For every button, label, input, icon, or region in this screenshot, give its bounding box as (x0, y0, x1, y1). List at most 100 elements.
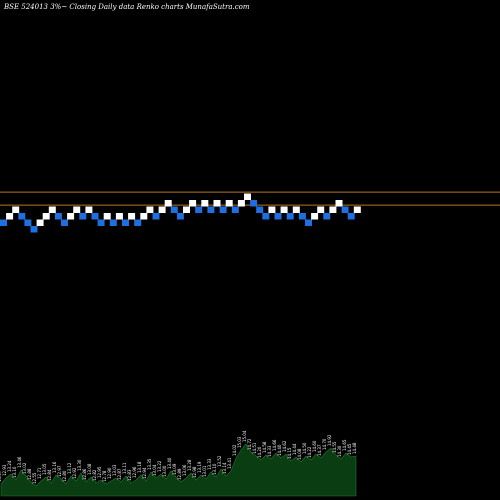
renko-brick-up (42, 213, 50, 220)
renko-brick-down (274, 213, 282, 220)
renko-brick-down (109, 219, 117, 226)
volume-label: 12.87 (117, 468, 122, 480)
volume-label: 14.51 (252, 442, 257, 454)
volume-label: 14.08 (297, 448, 302, 460)
renko-brick-down (134, 219, 142, 226)
volume-label: 12.71 (37, 467, 42, 479)
volume-label: 14.37 (317, 444, 322, 456)
volume-label: 13.09 (172, 463, 177, 475)
volume-label: 14.72 (247, 438, 252, 450)
renko-brick-down (79, 213, 87, 220)
renko-brick-up (213, 200, 221, 207)
volume-label: 13.24 (7, 460, 12, 472)
volume-label: 13.04 (152, 464, 157, 476)
volume-label: 13.01 (202, 465, 207, 477)
volume-label: 12.92 (72, 467, 77, 479)
renko-brick-up (48, 206, 56, 213)
volume-label: 12.78 (102, 470, 107, 482)
volume-label: 12.88 (27, 468, 32, 480)
renko-brick-up (158, 206, 166, 213)
renko-brick-up (164, 200, 172, 207)
renko-brick-up (36, 219, 44, 226)
volume-label: 12.80 (62, 470, 67, 482)
renko-brick-up (353, 206, 361, 213)
renko-brick-up (329, 206, 337, 213)
renko-brick-down (231, 206, 239, 213)
renko-brick-up (292, 206, 300, 213)
renko-brick-down (341, 206, 349, 213)
volume-label: 13.28 (187, 459, 192, 471)
renko-brick-down (347, 213, 355, 220)
volume-label: 12.90 (107, 467, 112, 479)
volume-label: 13.40 (167, 457, 172, 469)
renko-brick-down (97, 219, 105, 226)
renko-brick-down (219, 206, 227, 213)
volume-label: 14.62 (282, 440, 287, 452)
volume-label: 13.00 (162, 465, 167, 477)
renko-brick-down (305, 219, 312, 226)
volume-label: 13.14 (222, 462, 227, 474)
reference-lines (0, 191, 500, 206)
volume-label: 12.55 (32, 472, 37, 484)
renko-brick-down (152, 213, 160, 220)
renko-brick-down (24, 219, 32, 226)
renko-brick-up (140, 213, 148, 220)
volume-label: 12.95 (97, 466, 102, 478)
renko-brick-down (30, 226, 38, 233)
renko-brick-up (115, 213, 123, 220)
renko-brick-up (268, 206, 276, 213)
renko-brick-down (122, 219, 129, 226)
renko-brick-down (18, 213, 26, 220)
volume-label: 12.93 (2, 464, 7, 476)
volume-label: 14.45 (347, 443, 352, 455)
volume-label: 13.11 (122, 462, 127, 474)
volume-label: 12.84 (47, 469, 52, 481)
volume-label: 13.41 (227, 457, 232, 469)
volume-area (0, 443, 357, 497)
volume-label: 14.55 (332, 441, 337, 453)
renko-brick-up (189, 200, 197, 207)
renko-brick-up (183, 206, 190, 213)
renko-brick-down (207, 206, 215, 213)
volume-label: 14.33 (267, 445, 272, 457)
renko-brick-down (250, 200, 258, 207)
renko-brick-up (225, 200, 233, 207)
renko-brick-up (280, 206, 288, 213)
volume-label: 14.44 (292, 443, 297, 455)
renko-brick-down (195, 206, 203, 213)
renko-brick-down (54, 213, 62, 220)
renko-brick-down (323, 213, 331, 220)
chart-title: BSE 524013 3%~ Closing Daily data Renko … (3, 3, 250, 11)
renko-brick-down (0, 219, 7, 226)
renko-brick-up (317, 206, 325, 213)
renko-brick-down (170, 206, 178, 213)
volume-label: 13.10 (212, 463, 217, 475)
volume-label: 14.30 (337, 445, 342, 457)
renko-brick-down (298, 213, 306, 220)
volume-label: 12.96 (132, 466, 137, 478)
volume-label: 14.22 (307, 446, 312, 458)
renko-brick-up (103, 213, 111, 220)
volume-label: 14.02 (232, 444, 237, 456)
volume-label: 13.05 (42, 463, 47, 475)
renko-brick-up (73, 206, 81, 213)
volume-label: 14.66 (272, 439, 277, 451)
volume-label: 14.65 (342, 439, 347, 451)
volume-label: 13.08 (87, 463, 92, 475)
volume-label: 13.16 (52, 461, 57, 473)
volume-series (0, 443, 357, 497)
volume-label: 13.46 (17, 456, 22, 468)
volume-label: 12.89 (177, 468, 182, 480)
renko-brick-up (12, 206, 20, 213)
renko-brick-down (256, 206, 264, 213)
volume-label: 13.35 (147, 458, 152, 470)
volume-label: 13.10 (12, 466, 17, 478)
volume-label: 12.97 (57, 465, 62, 477)
volume-label: 14.48 (352, 442, 357, 454)
volume-label: 14.50 (302, 442, 307, 454)
volume-label: 15.04 (242, 430, 247, 442)
volume-label: 13.12 (67, 462, 72, 474)
